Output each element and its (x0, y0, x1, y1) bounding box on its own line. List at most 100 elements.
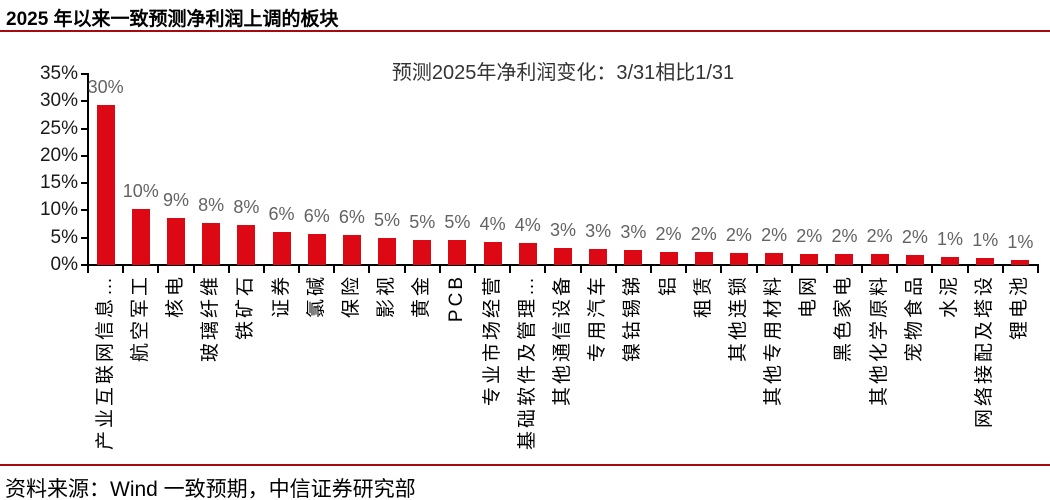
x-axis-tick (685, 266, 688, 273)
x-axis-tick (262, 266, 265, 273)
bar (413, 239, 432, 265)
category-label: 专业市场经营 (481, 274, 503, 407)
bar (554, 248, 572, 265)
x-axis-tick (790, 266, 793, 273)
x-axis-tick (333, 266, 336, 273)
x-axis-tick (368, 266, 371, 273)
category-label: 镍钴锡锑 (622, 274, 644, 363)
x-axis-tick (1037, 266, 1039, 273)
category-label: 锂电池 (1009, 274, 1031, 341)
bar (448, 240, 467, 265)
category-label: 玻璃纤维 (200, 274, 222, 363)
category-label: 航空军工 (129, 274, 151, 363)
bar (694, 252, 713, 265)
bar (307, 234, 326, 265)
y-axis-tick-label: 10% (39, 199, 78, 221)
y-axis-tick-label: 15% (39, 172, 78, 194)
y-axis-tick-label: 25% (39, 117, 78, 139)
bar (166, 218, 185, 265)
bar (835, 253, 854, 265)
category-label: 其他化学原料 (868, 274, 890, 407)
bar (131, 209, 150, 265)
bar (1011, 259, 1030, 265)
bar-value-label: 2% (655, 223, 682, 244)
bar (202, 222, 221, 265)
x-axis-tick (403, 266, 406, 273)
bar-value-label: 2% (866, 226, 893, 247)
y-axis-tick (81, 73, 88, 75)
x-axis-tick (861, 266, 864, 273)
category-label: 专用汽车 (587, 274, 609, 363)
bar-value-label: 2% (725, 224, 752, 245)
x-axis-tick (931, 266, 934, 273)
x-axis-tick (579, 266, 582, 273)
bar-value-label: 8% (198, 194, 225, 215)
category-label: 宠物食品 (903, 274, 925, 363)
y-axis-tick (81, 100, 88, 103)
x-axis-tick (227, 266, 230, 273)
bar (624, 249, 643, 265)
bar (765, 252, 784, 265)
x-axis-tick (192, 266, 195, 273)
x-axis-tick (966, 266, 969, 273)
chart-title: 预测2025年净利润变化：3/31相比1/31 (391, 62, 735, 84)
bar (659, 251, 678, 265)
bar-value-label: 30% (87, 76, 124, 97)
category-label: 保险 (340, 274, 362, 319)
x-axis-tick (298, 266, 301, 273)
x-axis-tick (896, 266, 899, 273)
source-note: 资料来源：Wind 一致预期，中信证券研究部 (5, 478, 416, 500)
bar-value-label: 1% (972, 229, 999, 250)
x-axis-tick (1001, 266, 1004, 273)
bar (342, 234, 361, 265)
category-label: 产业互联网信息… (94, 274, 116, 451)
bar (518, 243, 537, 265)
bar-value-label: 4% (479, 214, 506, 235)
y-axis-tick (81, 209, 88, 212)
x-axis-tick (825, 266, 828, 273)
x-axis-tick (544, 266, 547, 273)
x-axis-tick (720, 266, 723, 273)
category-label: 铁矿石 (235, 274, 257, 341)
x-axis-tick (474, 266, 477, 273)
bar (483, 242, 502, 265)
bar-value-label: 2% (761, 224, 788, 245)
category-label: 黄金 (411, 274, 433, 319)
x-axis-tick (649, 266, 652, 273)
y-axis-tick-label: 0% (50, 254, 78, 275)
y-axis-tick-label: 30% (39, 90, 78, 112)
y-axis-tick (81, 264, 88, 266)
bar-value-label: 8% (233, 196, 260, 217)
bar-value-label: 10% (122, 181, 159, 202)
category-label: 其他连锁 (727, 274, 749, 363)
bar-value-label: 6% (268, 204, 295, 225)
x-axis-tick (157, 266, 160, 273)
y-axis-tick (81, 127, 88, 130)
category-label: 基础软件及管理… (516, 274, 538, 451)
bar (96, 104, 115, 265)
bar-value-label: 2% (831, 225, 858, 246)
y-axis-tick-label: 5% (50, 226, 78, 248)
bar (237, 224, 256, 265)
y-axis-tick-label: 35% (39, 63, 78, 84)
bar-value-label: 3% (585, 221, 612, 242)
bar-value-label: 4% (514, 215, 541, 236)
bar-value-label: 1% (1007, 231, 1034, 252)
x-axis-tick (438, 266, 441, 273)
category-label: 电网 (798, 274, 820, 319)
y-axis-tick (81, 154, 88, 157)
bar-value-label: 3% (549, 220, 576, 241)
category-label: 租赁 (692, 274, 714, 319)
x-axis-tick (509, 266, 512, 273)
footer-rule (0, 464, 1050, 466)
category-label: 影视 (376, 274, 398, 319)
bar-value-label: 6% (303, 206, 330, 227)
category-label: PCB (446, 274, 468, 323)
bar (589, 249, 608, 265)
x-axis-tick (614, 266, 617, 273)
category-label: 网络接配及塔设 (974, 274, 996, 429)
bar (272, 232, 291, 265)
x-axis-tick (122, 266, 125, 273)
bar-value-label: 2% (796, 225, 823, 246)
